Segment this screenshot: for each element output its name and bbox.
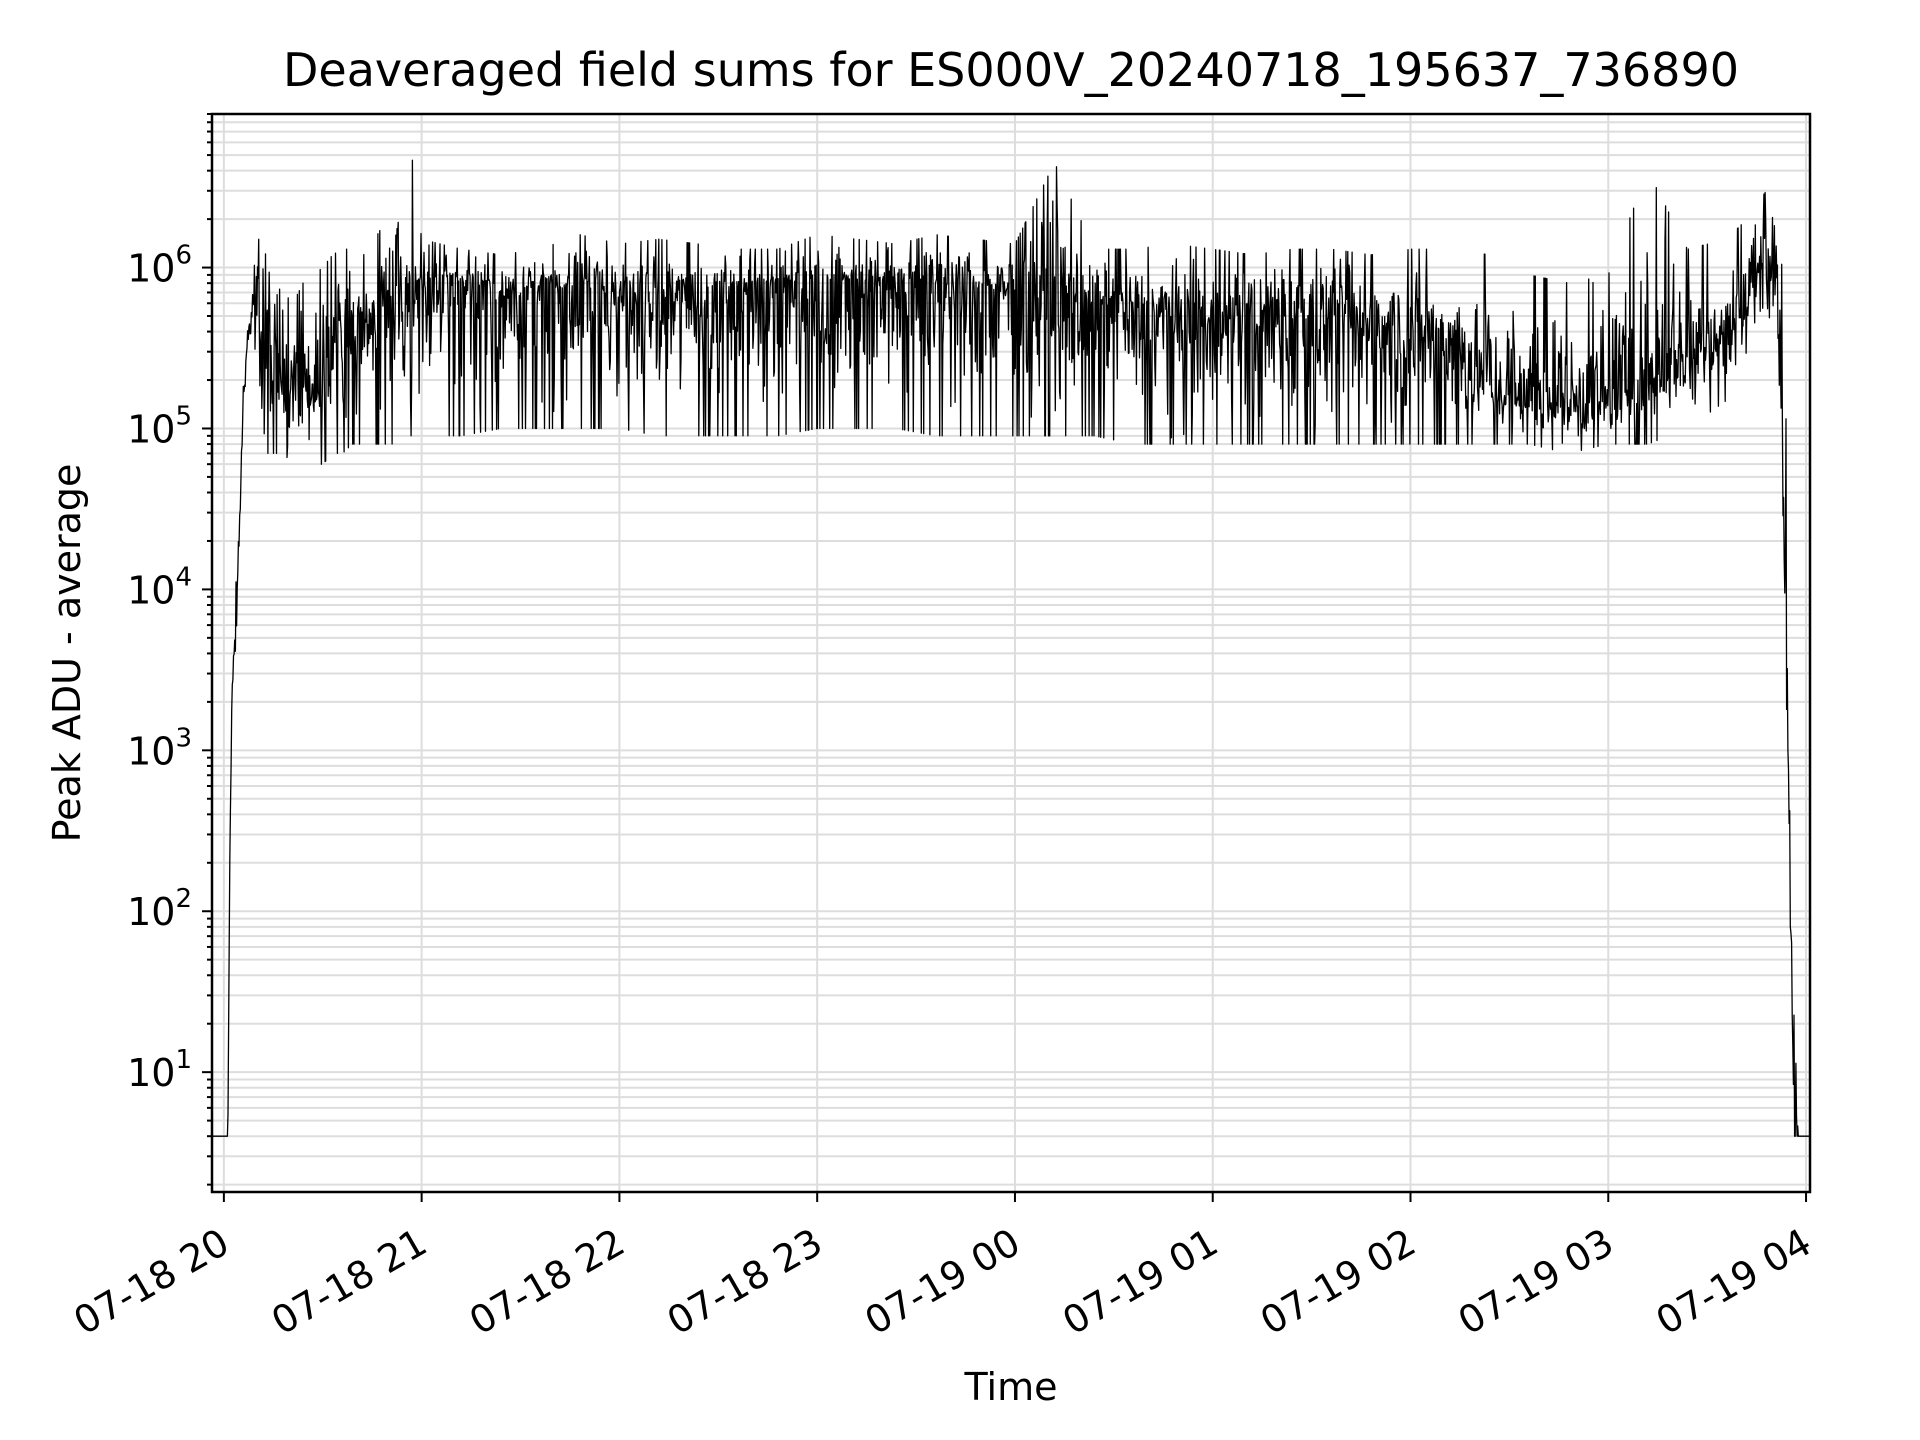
y-axis-ticks: 101 102 103 104 105 106	[127, 113, 212, 1186]
x-axis-label: Time	[964, 1365, 1058, 1409]
y-tick-label: 103	[127, 723, 192, 773]
y-tick-label: 105	[127, 401, 192, 451]
series-line	[211, 159, 1811, 1137]
y-tick-label: 102	[127, 884, 192, 934]
data-series	[211, 159, 1811, 1137]
chart-title: Deaveraged field sums for ES000V_2024071…	[283, 43, 1739, 97]
y-tick-label: 106	[127, 241, 192, 291]
y-axis-label: Peak ADU - average	[45, 464, 89, 843]
y-tick-label: 104	[127, 562, 192, 612]
y-tick-label: 101	[127, 1045, 192, 1095]
